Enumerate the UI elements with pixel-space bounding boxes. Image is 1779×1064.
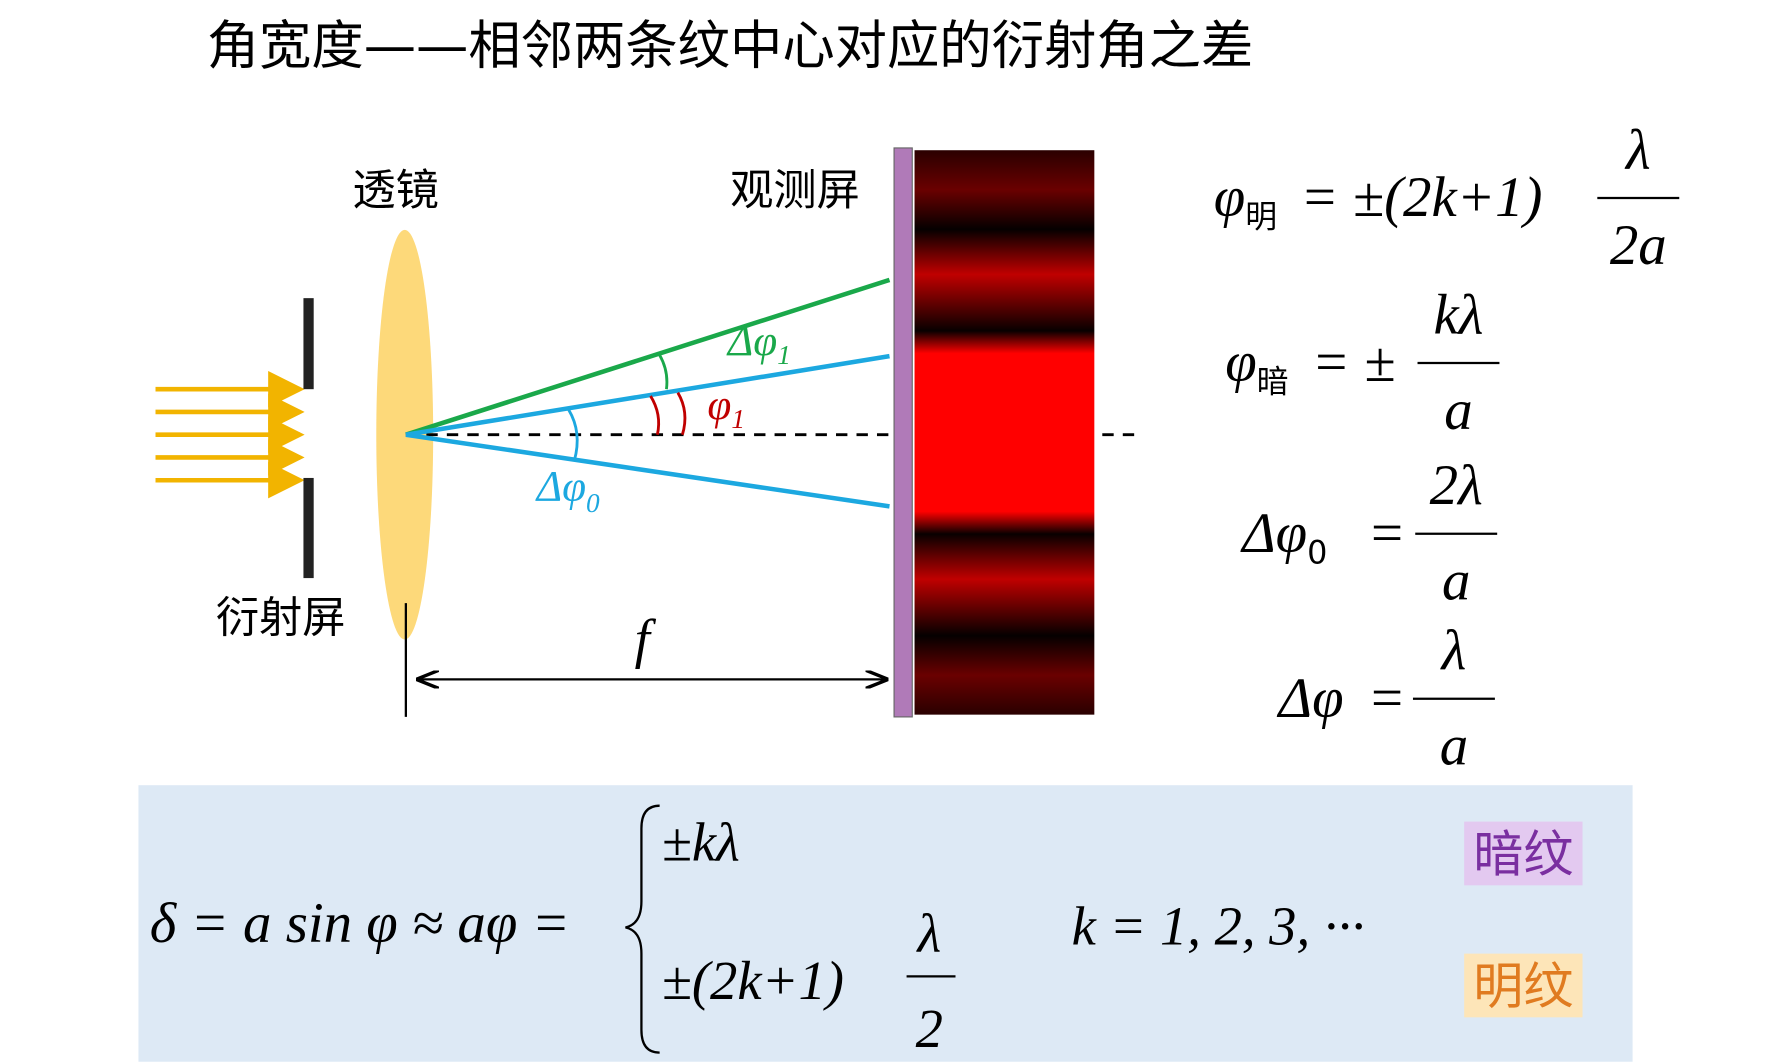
numerator: λ xyxy=(916,902,942,963)
denominator: a xyxy=(1444,379,1472,442)
numerator: λ xyxy=(1624,118,1651,181)
lens xyxy=(376,229,434,640)
formula-rhs: = ± xyxy=(1312,331,1396,394)
ray xyxy=(405,353,890,437)
numerator: λ xyxy=(1440,619,1467,682)
formula-rhs: = ±(2k+1) xyxy=(1300,166,1542,229)
subscript: 明 xyxy=(1245,198,1277,236)
bright-case: ±(2k+1) xyxy=(662,950,844,1011)
denominator: 2a xyxy=(1610,214,1667,277)
subscript: 1 xyxy=(777,340,791,370)
numerator: kλ xyxy=(1434,283,1484,346)
ray xyxy=(405,432,890,509)
angle-arc xyxy=(658,354,669,390)
symbol: Δφ xyxy=(535,463,586,511)
focal-label: f xyxy=(635,609,657,670)
formula-rhs: = xyxy=(1367,502,1405,565)
brace xyxy=(625,804,660,1054)
denominator: a xyxy=(1442,550,1470,613)
title: 角宽度——相邻两条纹中心对应的衍射角之差 xyxy=(207,16,1254,77)
symbol: φ xyxy=(707,381,731,429)
observation-screen xyxy=(893,147,913,718)
angle-label: φ1 xyxy=(707,381,745,434)
incident-light xyxy=(155,370,305,499)
formula-lhs: φ暗 xyxy=(1225,331,1288,400)
dark-tag: 暗纹 xyxy=(1473,826,1573,884)
formula-lhs: φ明 xyxy=(1214,166,1277,235)
symbol: φ xyxy=(1214,166,1245,229)
subscript: 0 xyxy=(1307,533,1327,571)
dark-case: ±kλ xyxy=(662,811,740,872)
bright-tag: 明纹 xyxy=(1473,958,1573,1016)
fringe-pattern xyxy=(914,150,1095,715)
slit-bar xyxy=(303,477,314,579)
numerator: 2λ xyxy=(1430,454,1483,517)
angle-arc xyxy=(649,391,687,436)
slit-bar xyxy=(303,298,314,390)
formula-lhs: Δφ xyxy=(1277,667,1344,730)
formula-lhs: Δφ0 xyxy=(1240,502,1327,571)
angle-label: Δφ0 xyxy=(535,463,600,518)
path-difference: δ = a sin φ ≈ aφ = xyxy=(150,892,570,955)
subscript: 0 xyxy=(586,488,600,518)
symbol: Δφ xyxy=(726,317,777,365)
denominator: a xyxy=(1440,715,1468,778)
denominator: 2 xyxy=(916,998,943,1059)
tag-bg xyxy=(1464,953,1583,1018)
subscript: 1 xyxy=(731,404,745,434)
tag-bg xyxy=(1464,821,1583,886)
slit-label: 衍射屏 xyxy=(216,594,346,644)
condition-box xyxy=(138,785,1633,1062)
subscript: 暗 xyxy=(1257,363,1289,401)
angle-label: Δφ1 xyxy=(726,317,791,370)
lens-label: 透镜 xyxy=(352,166,438,216)
symbol: Δφ xyxy=(1240,502,1307,565)
symbol: φ xyxy=(1225,331,1256,394)
symbol: Δφ xyxy=(1277,667,1344,730)
k-range: k = 1, 2, 3, ··· xyxy=(1072,896,1365,957)
angle-arc xyxy=(567,408,579,462)
screen-label: 观测屏 xyxy=(730,166,860,216)
ray xyxy=(405,277,891,437)
formula-rhs: = xyxy=(1367,667,1405,730)
